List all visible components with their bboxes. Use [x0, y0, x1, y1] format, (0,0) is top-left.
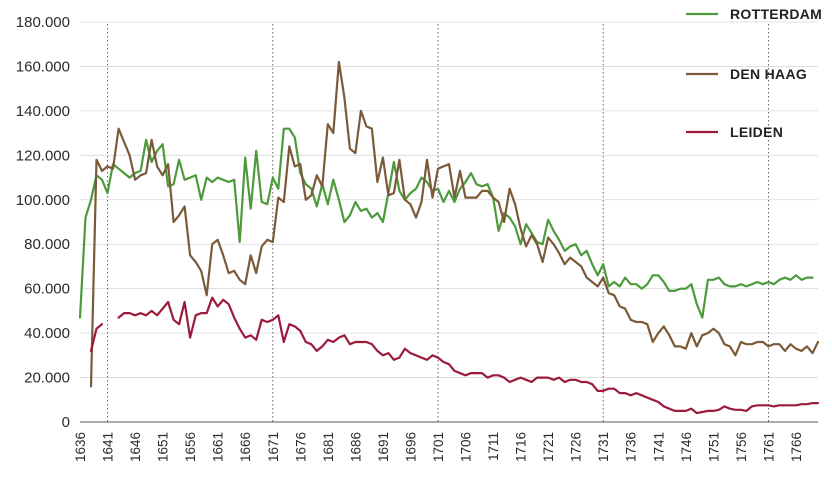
y-tick-label: 60.000 [24, 281, 70, 298]
x-axis-tick-labels: 1636 1641 1646 1651 1656 1661 1666 1671 1676 1681… [73, 432, 804, 462]
x-tick-label: 1666 [238, 432, 253, 462]
y-tick-label: 120.000 [16, 147, 70, 164]
legend: ROTTERDAM DEN HAAG LEIDEN [686, 6, 822, 140]
x-tick-label: 1716 [514, 432, 529, 462]
x-tick-label: 1741 [651, 432, 666, 462]
y-tick-label: 40.000 [24, 325, 70, 342]
legend-label-leiden: LEIDEN [730, 124, 783, 140]
x-tick-label: 1651 [156, 432, 171, 462]
x-tick-label: 1676 [293, 432, 308, 462]
legend-label-rotterdam: ROTTERDAM [730, 6, 822, 22]
x-tick-label: 1726 [569, 432, 584, 462]
x-tick-label: 1701 [431, 432, 446, 462]
x-tick-label: 1756 [734, 432, 749, 462]
x-tick-label: 1641 [101, 432, 116, 462]
data-series [78, 60, 820, 415]
y-tick-label: 160.000 [16, 58, 70, 75]
x-tick-label: 1686 [348, 432, 363, 462]
x-tick-label: 1706 [459, 432, 474, 462]
x-tick-label: 1766 [789, 432, 804, 462]
x-tick-label: 1711 [486, 432, 501, 461]
y-axis-tick-labels: 0 20.000 40.000 60.000 80.000 100.000 120.000 1… [16, 14, 70, 431]
x-tick-label: 1661 [211, 432, 226, 462]
x-tick-label: 1671 [266, 432, 281, 462]
x-tick-label: 1696 [403, 432, 418, 462]
x-tick-label: 1761 [761, 432, 776, 462]
y-tick-label: 0 [62, 414, 70, 431]
y-tick-label: 100.000 [16, 192, 70, 209]
x-tick-label: 1646 [128, 432, 143, 462]
x-tick-label: 1636 [73, 432, 88, 462]
x-tick-label: 1656 [183, 432, 198, 462]
x-tick-label: 1691 [376, 432, 391, 462]
y-tick-label: 180.000 [16, 14, 70, 31]
x-tick-label: 1736 [624, 432, 639, 462]
dotted-reference-lines [107, 24, 769, 422]
x-tick-label: 1681 [321, 432, 336, 462]
y-tick-label: 140.000 [16, 103, 70, 120]
legend-label-den-haag: DEN HAAG [730, 66, 807, 82]
series-line-den-haag [89, 60, 820, 388]
y-tick-label: 80.000 [24, 236, 70, 253]
x-tick-label: 1721 [541, 432, 556, 462]
y-tick-label: 20.000 [24, 370, 70, 387]
x-tick-label: 1751 [706, 432, 721, 462]
x-tick-label: 1731 [596, 432, 611, 462]
series-line-rotterdam [78, 127, 814, 319]
gridlines [80, 21, 818, 423]
x-tick-label: 1746 [679, 432, 694, 462]
series-line-leiden [89, 296, 820, 415]
